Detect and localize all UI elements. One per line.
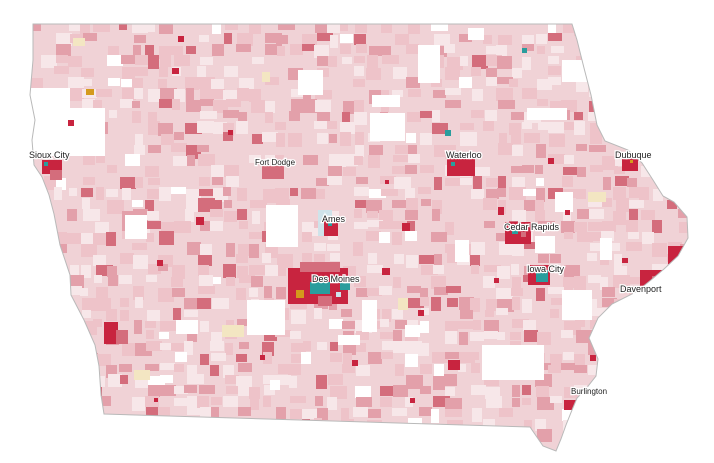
city-label-iowa-city: Iowa City <box>527 264 565 274</box>
city-label-dubuque: Dubuque <box>615 150 652 160</box>
iowa-city-cluster <box>528 265 550 285</box>
sioux-city-cluster <box>42 160 62 180</box>
city-label-waterloo: Waterloo <box>446 150 482 160</box>
city-label-fort-dodge: Fort Dodge <box>255 158 296 167</box>
waterloo-cluster <box>445 130 475 176</box>
ames-cluster <box>318 210 338 236</box>
iowa-state-outline <box>29 23 689 452</box>
city-label-des-moines: Des Moines <box>312 274 360 284</box>
cedar-rapids-cluster <box>505 222 531 244</box>
burlington-cluster <box>564 400 578 410</box>
des-moines-cluster <box>288 262 350 306</box>
white-patches <box>30 28 612 390</box>
southwest-cluster <box>104 322 128 344</box>
city-labels: Sioux City Fort Dodge Waterloo Dubuque A… <box>28 149 664 398</box>
dubuque-cluster <box>622 157 638 171</box>
city-label-burlington: Burlington <box>571 387 607 396</box>
city-label-cedar-rapids: Cedar Rapids <box>504 222 560 232</box>
town-dots <box>68 36 628 403</box>
city-label-davenport: Davenport <box>620 284 662 294</box>
city-label-ames: Ames <box>322 214 346 224</box>
city-label-sioux-city: Sioux City <box>29 150 70 160</box>
